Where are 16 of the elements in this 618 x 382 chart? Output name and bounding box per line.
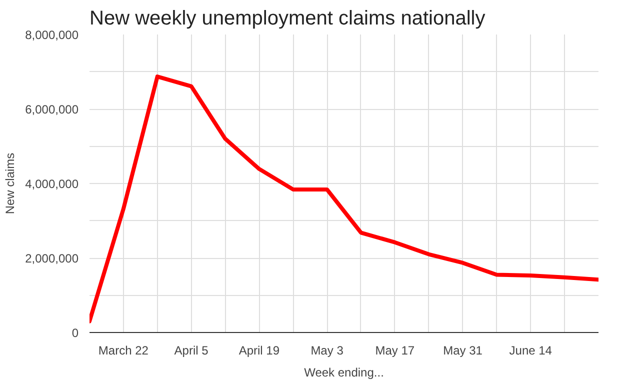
x-tick-label: April 19 [238,344,280,358]
x-tick-label: April 5 [174,344,209,358]
chart-title: New weekly unemployment claims nationally [90,8,486,30]
y-tick-label: 4,000,000 [25,177,79,191]
y-tick-label: 2,000,000 [25,252,79,266]
x-tick-label: June 14 [509,344,552,358]
y-tick-label: 8,000,000 [25,28,79,42]
y-tick-label: 0 [72,326,79,340]
y-tick-label: 6,000,000 [25,102,79,116]
y-axis-title: New claims [3,152,18,214]
x-tick-label: May 17 [375,344,415,358]
x-tick-label: March 22 [98,344,149,358]
x-tick-label: May 3 [310,344,344,358]
x-axis-title: Week ending... [304,366,384,380]
x-tick-label: May 31 [443,344,483,358]
line-series [90,74,598,324]
